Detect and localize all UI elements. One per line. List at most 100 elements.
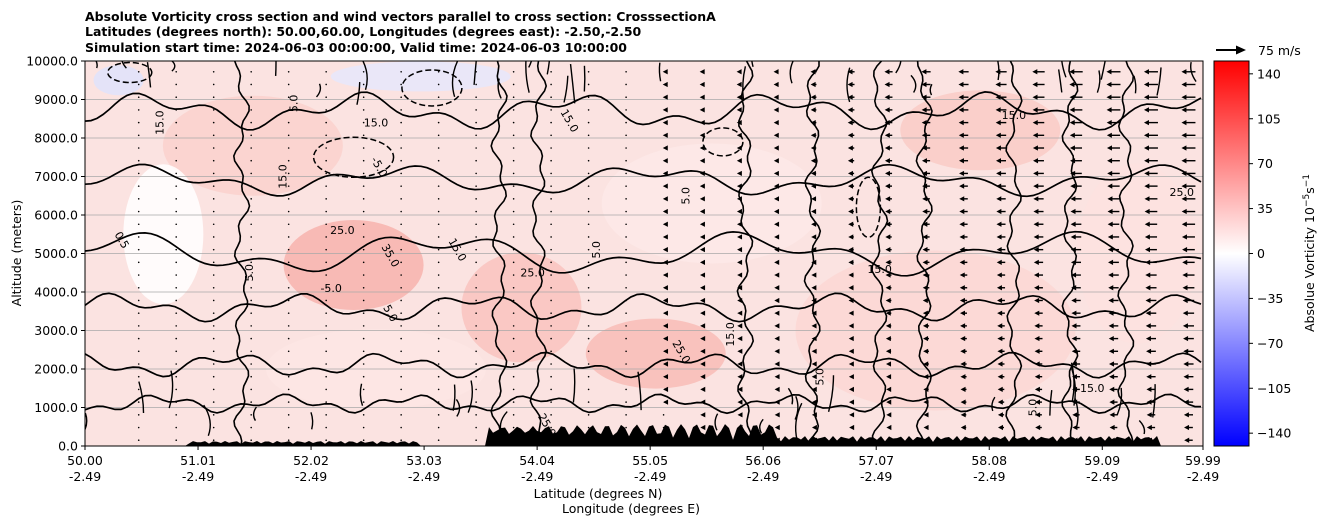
wind-vector-head [1070, 221, 1076, 227]
wind-vector [550, 83, 552, 86]
wind-vector-head [849, 399, 855, 405]
wind-vector [475, 363, 477, 365]
contour-line [742, 66, 747, 102]
wind-vector [587, 134, 590, 137]
wind-vector-head [700, 374, 706, 380]
wind-vector-head [922, 183, 928, 189]
wind-vector-head [1107, 196, 1113, 202]
wind-vector-head [1145, 247, 1151, 253]
wind-vector [512, 83, 515, 86]
wind-vector-head [1071, 335, 1077, 342]
wind-vector-head [848, 221, 854, 227]
wind-vector [512, 401, 515, 403]
wind-vector-head [1071, 361, 1077, 367]
wind-vector [437, 198, 440, 200]
wind-vector-head [774, 412, 780, 418]
wind-vector [137, 147, 140, 149]
wind-vector-head [1181, 94, 1187, 100]
wind-vector [325, 426, 327, 429]
wind-vector-head [996, 208, 1002, 215]
wind-vector-head [1106, 94, 1112, 100]
wind-vector-head [996, 234, 1002, 240]
wind-vector-head [885, 183, 891, 189]
wind-vector [550, 134, 552, 137]
wind-vector-head [886, 424, 892, 431]
wind-vector [137, 350, 140, 353]
wind-vector [587, 223, 590, 226]
wind-vector-head [811, 361, 817, 367]
wind-vector-head [848, 374, 854, 380]
wind-vector [625, 70, 627, 73]
wind-vector [475, 274, 477, 276]
wind-vector [587, 83, 590, 86]
wind-vector-head [774, 208, 780, 215]
wind-vector-head [886, 374, 892, 380]
wind-vector-head [1032, 81, 1038, 88]
wind-vector [437, 401, 440, 403]
wind-vector-head [995, 94, 1001, 100]
contour-line [168, 370, 174, 409]
wind-vector-head [1034, 348, 1040, 354]
wind-vector-head [923, 386, 929, 393]
wind-vector-head [1144, 170, 1150, 177]
wind-vector-head [811, 399, 817, 405]
wind-vector [250, 286, 252, 289]
wind-vector-head [773, 183, 779, 189]
wind-vector-head [774, 348, 780, 354]
wind-vector-head [959, 234, 965, 240]
wind-vector-head [810, 145, 816, 151]
wind-vector [437, 350, 440, 353]
wind-vector-head [1183, 348, 1189, 354]
wind-vector-head [1109, 412, 1115, 418]
wind-vector [362, 401, 365, 403]
wind-vector [625, 401, 627, 403]
wind-vector-head [922, 196, 928, 202]
wind-vector [325, 159, 327, 162]
wind-vector [362, 134, 365, 137]
wind-vector [550, 147, 552, 149]
wind-vector-head [737, 272, 743, 278]
wind-vector-head [960, 310, 966, 316]
wind-vector-head [736, 107, 742, 113]
wind-vector [325, 248, 327, 251]
wind-vector [175, 198, 178, 200]
wind-vector [250, 363, 252, 365]
wind-vector [137, 261, 140, 264]
wind-vector-head [662, 247, 668, 253]
wind-vector-head [1145, 297, 1151, 304]
contour-line [569, 63, 576, 104]
wind-vector [250, 248, 252, 251]
wind-vector [287, 325, 290, 327]
wind-vector [550, 96, 552, 98]
wind-vector [250, 337, 252, 340]
wind-vector-head [1032, 94, 1038, 100]
wind-vector [175, 439, 178, 442]
wind-vector [437, 159, 440, 162]
wind-vector-head [1032, 145, 1038, 151]
wind-vector [437, 121, 440, 124]
wind-vector-head [884, 69, 890, 75]
wind-vector [400, 274, 402, 276]
wind-vector [325, 109, 327, 111]
x-tick-label-lat: 54.04 [519, 453, 555, 468]
contour-line [525, 61, 530, 93]
wind-vector-head [774, 247, 780, 253]
wind-vector-head [1069, 120, 1075, 126]
wind-vector [287, 363, 290, 365]
wind-vector [475, 172, 477, 175]
wind-vector [587, 337, 590, 340]
wind-vector [587, 70, 590, 73]
wind-vector [550, 274, 552, 276]
wind-vector-head [1181, 183, 1187, 189]
contour-line [997, 61, 1000, 81]
wind-vector [400, 439, 402, 442]
wind-vector-head [810, 69, 816, 75]
wind-vector-head [958, 120, 964, 126]
wind-vector-head [922, 170, 928, 177]
wind-vector [325, 325, 327, 327]
wind-vector [362, 109, 365, 111]
x-tick-label-lat: 57.07 [858, 453, 894, 468]
wind-vector-head [1033, 208, 1039, 215]
wind-vector-head [848, 247, 854, 253]
contour-line [795, 402, 803, 441]
